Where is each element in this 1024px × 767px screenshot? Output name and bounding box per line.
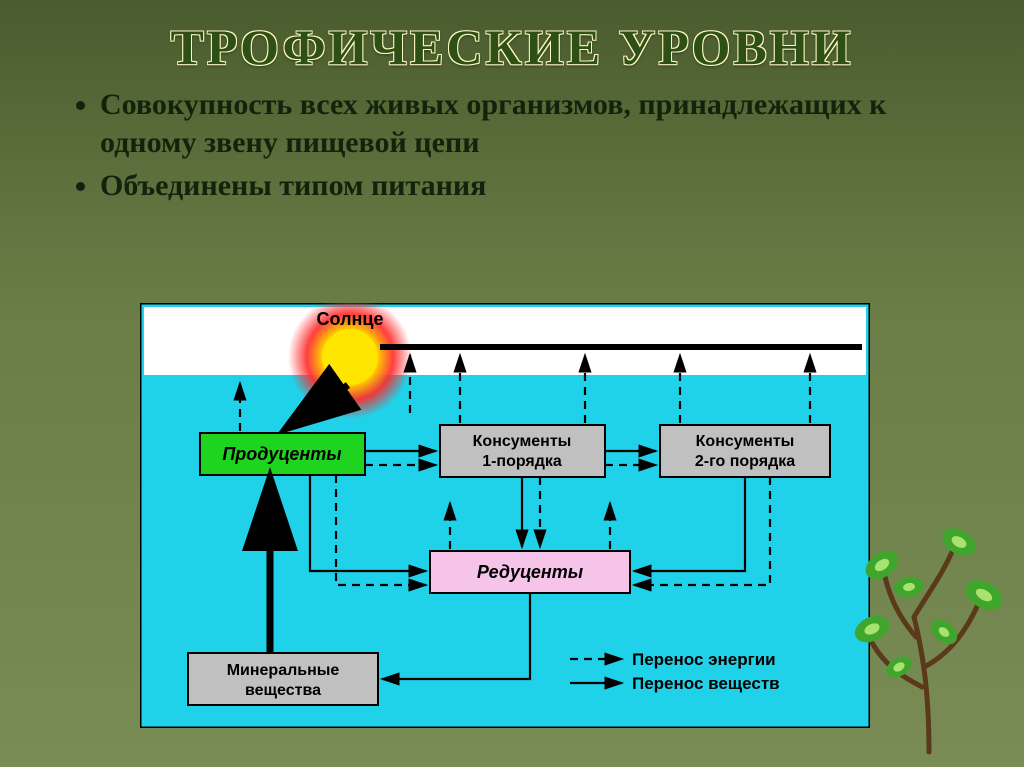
svg-text:1-порядка: 1-порядка — [482, 453, 562, 470]
plant-decoration-icon — [844, 517, 1014, 757]
svg-text:Консументы: Консументы — [473, 433, 572, 450]
sun-icon — [322, 329, 378, 385]
node-minerals: Минеральные вещества — [188, 653, 378, 705]
bullet-item: Совокупность всех живых организмов, прин… — [100, 86, 974, 161]
node-consumers-2: Консументы 2-го порядка — [660, 425, 830, 477]
bullet-list: Совокупность всех живых организмов, прин… — [60, 86, 974, 205]
svg-text:2-го порядка: 2-го порядка — [695, 453, 795, 470]
svg-text:Перенос веществ: Перенос веществ — [632, 674, 780, 693]
trophic-diagram: Солнце Продуценты Консументы 1-порядка К… — [140, 303, 870, 728]
page-title: ТРОФИЧЕСКИЕ УРОВНИ — [0, 0, 1024, 76]
svg-text:Перенос энергии: Перенос энергии — [632, 650, 776, 669]
svg-text:Продуценты: Продуценты — [222, 444, 342, 464]
node-reducers: Редуценты — [430, 551, 630, 593]
svg-text:Консументы: Консументы — [696, 433, 795, 450]
sun-label: Солнце — [317, 309, 384, 329]
node-producers: Продуценты — [200, 433, 365, 475]
svg-text:Редуценты: Редуценты — [477, 562, 584, 582]
svg-text:Минеральные: Минеральные — [227, 662, 340, 679]
node-consumers-1: Консументы 1-порядка — [440, 425, 605, 477]
bullet-item: Объединены типом питания — [100, 167, 974, 205]
svg-text:вещества: вещества — [245, 682, 321, 699]
